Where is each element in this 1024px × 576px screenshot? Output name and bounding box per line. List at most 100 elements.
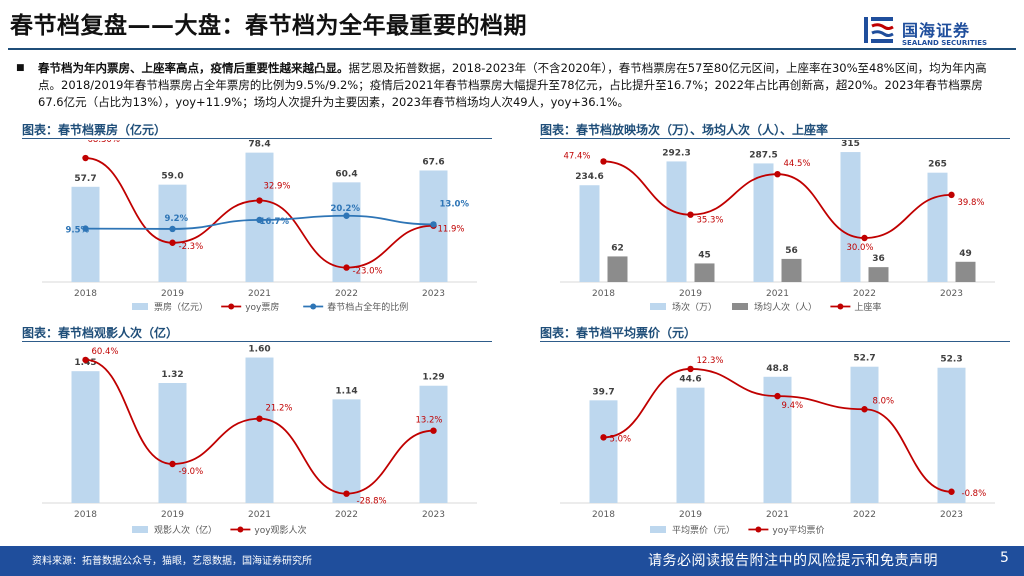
bar-label: 1.14	[335, 386, 357, 396]
line-point	[169, 225, 176, 233]
line-label: 13.0%	[440, 199, 470, 209]
x-tick-label: 2022	[853, 289, 876, 299]
line-label: -2.3%	[179, 242, 204, 252]
line-label: 60.4%	[92, 347, 119, 357]
sealand-logo-icon	[864, 17, 894, 43]
bar-box-office-s0-1	[158, 184, 187, 282]
bar-label: 292.3	[662, 148, 690, 158]
bar-admissions-s0-0	[71, 371, 100, 503]
page-title: 春节档复盘——大盘：春节档为全年最重要的档期	[10, 13, 527, 39]
chart-admissions: 1.45 1.32 1.60 1.14 1.29 60.4% -9.0% 21.2% -28.8…	[42, 345, 477, 536]
bar-admissions-s0-1	[158, 383, 187, 503]
line-point	[256, 415, 263, 422]
bar-label: 1.32	[161, 370, 183, 380]
line-point	[169, 460, 176, 468]
bar-label: 315	[841, 140, 860, 149]
bar-screenings-s1-2	[781, 258, 802, 282]
bar-box-office-s0-0	[71, 186, 100, 282]
line-label: -9.0%	[179, 467, 204, 477]
x-tick-label: 2021	[766, 510, 789, 520]
line-point	[774, 392, 781, 400]
x-tick-label: 2023	[940, 289, 963, 299]
legend-label: yoy票房	[245, 301, 279, 313]
bar-label: 287.5	[749, 150, 777, 160]
x-tick-label: 2018	[74, 510, 97, 520]
logo-text-en: SEALAND SECURITIES	[902, 39, 988, 47]
panel-divider	[540, 341, 1010, 342]
line-point	[343, 212, 350, 219]
legend-label: 平均票价（元）	[672, 524, 735, 536]
line-label: 35.3%	[697, 216, 724, 226]
line-label: -28.8%	[357, 497, 387, 507]
panel-divider	[540, 138, 1010, 139]
line-point	[774, 171, 781, 178]
bar-label: 56	[785, 246, 798, 256]
bar-label: 59.0	[161, 172, 183, 182]
line-point	[169, 239, 176, 246]
line-point	[948, 191, 955, 199]
line-point	[861, 234, 868, 242]
line-point	[343, 490, 350, 497]
legend-label: 场次（万）	[672, 301, 717, 313]
bar-label: 36	[872, 254, 885, 264]
legend-swatch-dot	[237, 526, 244, 533]
chart-box-office: 57.7 59.0 78.4 60.4 67.6 68.30% -2.3% 32.9% -23.…	[42, 140, 477, 313]
summary-lead: 春节档为年内票房、上座率高点，疫情后重要性越来越凸显。	[38, 61, 349, 75]
bar-label: 44.6	[679, 375, 701, 385]
legend-swatch	[650, 303, 666, 310]
bar-screenings-s0-1	[666, 161, 687, 282]
line-point	[256, 216, 263, 224]
line-label: 9.4%	[782, 401, 804, 411]
legend-label: 观影人次（亿）	[154, 524, 217, 536]
line-label: 44.5%	[784, 159, 811, 169]
title-divider	[8, 48, 1016, 50]
legend-label: yoy平均票价	[772, 524, 824, 536]
bar-label: 265	[928, 160, 947, 170]
line-point	[687, 211, 694, 218]
bullet-icon: ■	[16, 63, 25, 73]
x-tick-label: 2018	[74, 289, 97, 299]
x-tick-label: 2019	[679, 289, 702, 299]
line-point	[343, 264, 350, 271]
page-number: 5	[1000, 550, 1009, 566]
legend-swatch	[132, 303, 148, 310]
summary-body: 据艺恩及拓普数据，2018-2023年（不含2020年），春节档票房在57至80…	[38, 61, 987, 109]
legend-swatch	[732, 303, 748, 310]
chart-title-admissions: 图表：春节档观影人次（亿）	[22, 326, 179, 340]
bar-avg-price-s0-0	[589, 400, 618, 503]
bar-screenings-s1-4	[955, 261, 976, 282]
bar-label: 62	[611, 243, 624, 253]
line-point	[82, 225, 89, 232]
bar-label: 45	[698, 250, 711, 260]
x-tick-label: 2019	[161, 289, 184, 299]
line-label: 68.30%	[88, 140, 120, 145]
bar-label: 60.4	[335, 169, 357, 179]
line-label: 30.0%	[847, 243, 874, 253]
chart-title-box-office: 图表：春节档票房（亿元）	[22, 123, 167, 137]
bar-screenings-s1-3	[868, 267, 889, 282]
line-point	[687, 365, 694, 373]
bar-label: 1.29	[422, 373, 444, 383]
bar-screenings-s0-0	[579, 185, 600, 282]
line-label: 8.0%	[873, 396, 895, 406]
bar-label: 48.8	[766, 364, 788, 374]
bar-admissions-s0-4	[419, 385, 448, 503]
footer-source: 资料来源：拓普数据公众号，猫眼，艺恩数据，国海证券研究所	[32, 556, 312, 567]
line-label: -23.0%	[353, 267, 383, 277]
bar-screenings-s0-4	[927, 172, 948, 282]
line-label: 13.2%	[416, 416, 443, 426]
bar-screenings-s0-3	[840, 152, 861, 282]
bar-label: 1.60	[248, 345, 270, 355]
line-label: 9.5%	[66, 226, 90, 236]
line-point	[430, 221, 437, 228]
line-label: 5.0%	[610, 434, 632, 444]
line-label: 47.4%	[564, 151, 591, 161]
line-label: 39.8%	[958, 198, 985, 208]
footer-disclaimer: 请务必阅读报告附注中的风险提示和免责声明	[648, 553, 938, 569]
x-tick-label: 2018	[592, 289, 615, 299]
summary-paragraph: ■ 春节档为年内票房、上座率高点，疫情后重要性越来越凸显。据艺恩及拓普数据，20…	[16, 60, 998, 111]
line-point	[256, 197, 263, 204]
legend-label: 场均人次（人）	[754, 301, 817, 313]
line-label: 16.7%	[260, 217, 290, 227]
line-point	[82, 356, 89, 364]
